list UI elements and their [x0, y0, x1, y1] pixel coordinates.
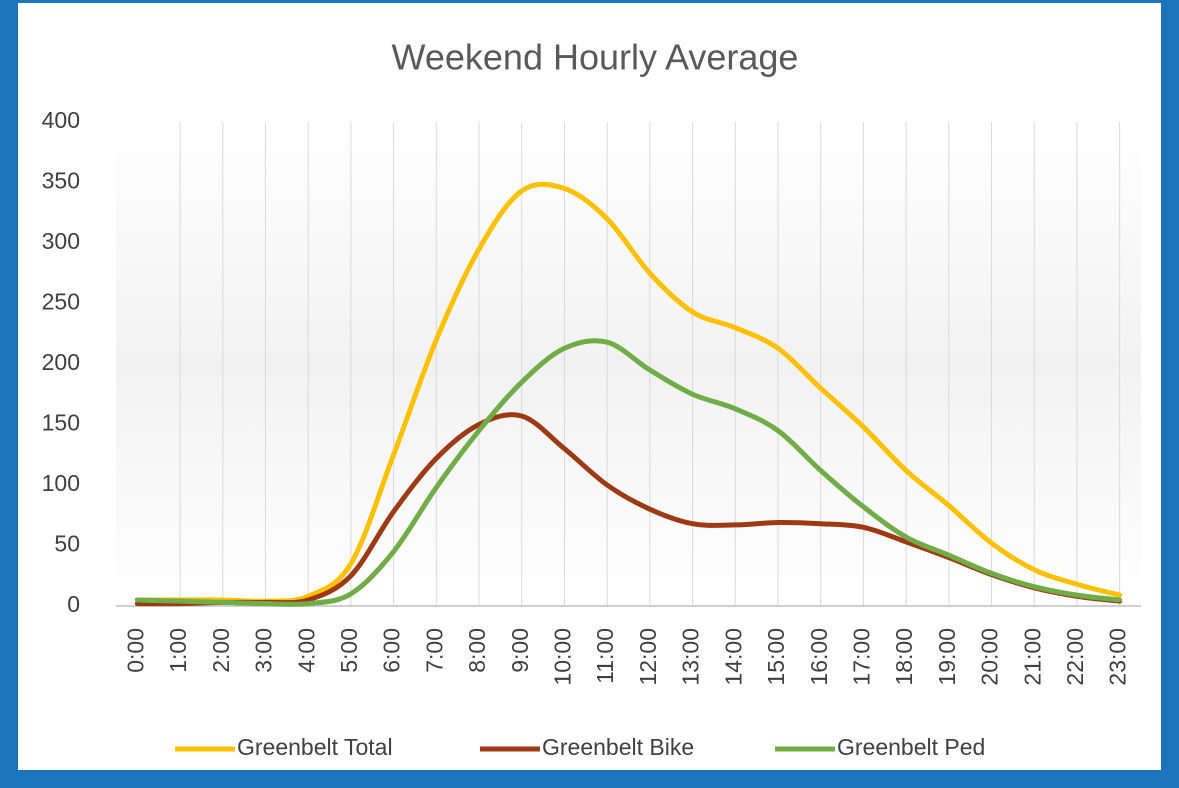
y-tick-label: 250	[42, 289, 80, 315]
x-tick-label: 5:00	[336, 628, 362, 673]
y-tick-label: 150	[42, 410, 80, 436]
y-tick-label: 300	[42, 228, 80, 254]
legend-label: Greenbelt Ped	[837, 734, 985, 760]
series-line	[134, 181, 1123, 604]
y-tick-label: 0	[67, 591, 80, 617]
y-tick-label: 50	[54, 531, 80, 557]
x-tick-label: 14:00	[720, 628, 746, 686]
x-tick-label: 0:00	[122, 628, 148, 673]
x-tick-label: 7:00	[421, 628, 447, 673]
x-tick-label: 16:00	[806, 628, 832, 686]
x-tick-label: 17:00	[848, 628, 874, 686]
x-tick-label: 22:00	[1062, 628, 1088, 686]
x-tick-label: 13:00	[678, 628, 704, 686]
x-tick-label: 9:00	[507, 628, 533, 673]
y-tick-label: 350	[42, 168, 80, 194]
x-tick-label: 10:00	[550, 628, 576, 686]
series-line	[134, 338, 1123, 607]
x-tick-label: 21:00	[1019, 628, 1045, 686]
y-tick-label: 200	[42, 349, 80, 375]
y-tick-label: 100	[42, 470, 80, 496]
x-tick-label: 18:00	[891, 628, 917, 686]
x-tick-label: 20:00	[977, 628, 1003, 686]
x-tick-label: 8:00	[464, 628, 490, 673]
x-tick-label: 3:00	[251, 628, 277, 673]
legend-label: Greenbelt Total	[237, 734, 393, 760]
chart-title: Weekend Hourly Average	[392, 37, 799, 78]
legend-label: Greenbelt Bike	[542, 734, 694, 760]
x-tick-label: 19:00	[934, 628, 960, 686]
x-tick-label: 2:00	[208, 628, 234, 673]
x-tick-label: 23:00	[1105, 628, 1131, 686]
x-tick-label: 15:00	[763, 628, 789, 686]
x-tick-label: 4:00	[293, 628, 319, 673]
y-tick-label: 400	[42, 107, 80, 133]
x-tick-label: 12:00	[635, 628, 661, 686]
x-tick-label: 1:00	[165, 628, 191, 673]
x-tick-label: 6:00	[379, 628, 405, 673]
x-tick-label: 11:00	[592, 628, 618, 684]
plot-area	[116, 122, 1141, 606]
